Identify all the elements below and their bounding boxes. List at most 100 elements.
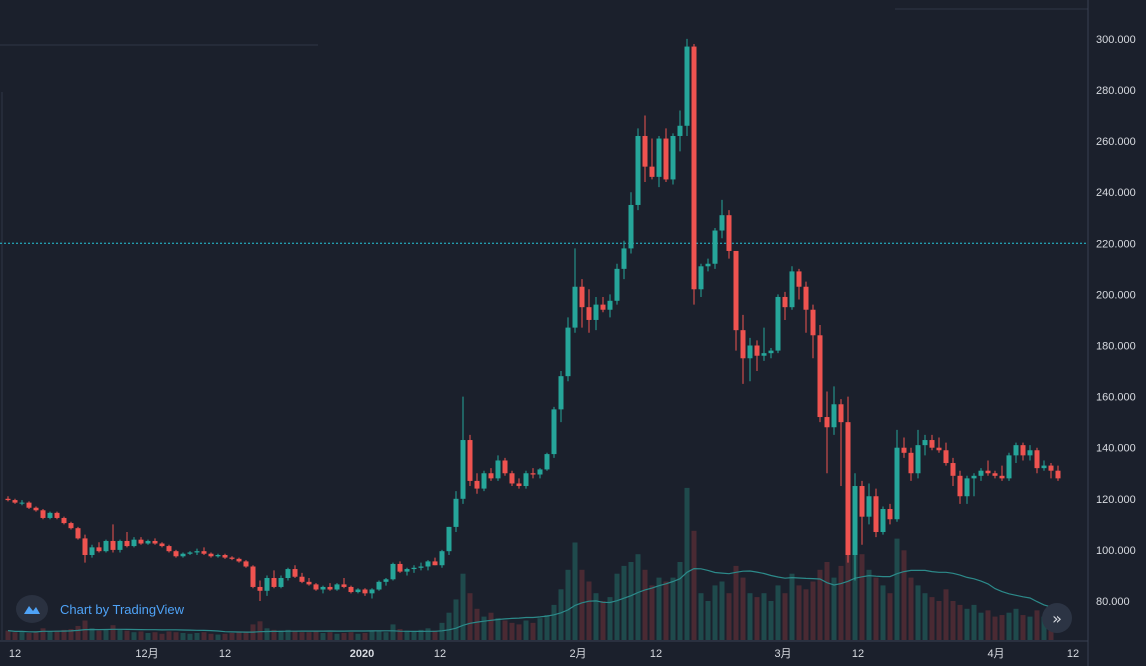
candle[interactable] xyxy=(544,452,550,471)
candle[interactable] xyxy=(656,135,662,188)
candle[interactable] xyxy=(26,501,32,510)
candle[interactable] xyxy=(901,437,907,458)
candle[interactable] xyxy=(838,399,844,487)
candle[interactable] xyxy=(1013,442,1019,464)
candle[interactable] xyxy=(271,570,277,589)
candle[interactable] xyxy=(201,547,207,556)
candle[interactable] xyxy=(369,588,375,599)
candle[interactable] xyxy=(390,562,396,581)
candle[interactable] xyxy=(460,396,466,504)
candle[interactable] xyxy=(12,498,18,504)
candle[interactable] xyxy=(516,478,522,489)
candle[interactable] xyxy=(768,348,774,359)
candle[interactable] xyxy=(313,583,319,591)
candle[interactable] xyxy=(859,480,865,545)
candle[interactable] xyxy=(775,294,781,354)
candle[interactable] xyxy=(600,296,606,313)
candle[interactable] xyxy=(243,560,249,568)
candle[interactable] xyxy=(572,248,578,333)
candle[interactable] xyxy=(1020,442,1026,461)
candle[interactable] xyxy=(1006,452,1012,481)
candle[interactable] xyxy=(264,575,270,596)
candle[interactable] xyxy=(467,434,473,487)
candle[interactable] xyxy=(754,340,760,372)
candle[interactable] xyxy=(159,542,165,548)
candle[interactable] xyxy=(348,585,354,594)
candle[interactable] xyxy=(1027,445,1033,461)
tradingview-attribution[interactable]: Chart by TradingView xyxy=(16,595,184,623)
candle[interactable] xyxy=(950,457,956,487)
candle[interactable] xyxy=(558,371,564,423)
candle[interactable] xyxy=(985,460,991,476)
candle[interactable] xyxy=(649,138,655,180)
candle[interactable] xyxy=(362,588,368,596)
candle[interactable] xyxy=(509,470,515,487)
candle[interactable] xyxy=(488,468,494,481)
candle[interactable] xyxy=(96,542,102,553)
candle[interactable] xyxy=(481,470,487,492)
candle[interactable] xyxy=(383,578,389,586)
candle[interactable] xyxy=(579,279,585,328)
candle[interactable] xyxy=(1041,460,1047,471)
candle[interactable] xyxy=(845,396,851,563)
candle[interactable] xyxy=(173,549,179,558)
candle[interactable] xyxy=(439,549,445,568)
candle[interactable] xyxy=(110,524,116,553)
candle[interactable] xyxy=(1034,447,1040,474)
candle[interactable] xyxy=(530,468,536,479)
candle[interactable] xyxy=(894,429,900,522)
candle[interactable] xyxy=(537,468,543,479)
candle[interactable] xyxy=(117,539,123,553)
candle[interactable] xyxy=(355,588,361,594)
candle[interactable] xyxy=(824,391,830,474)
candle[interactable] xyxy=(796,268,802,300)
candle[interactable] xyxy=(47,511,53,520)
candle[interactable] xyxy=(712,227,718,269)
candle[interactable] xyxy=(733,250,739,351)
candle[interactable] xyxy=(866,483,872,525)
candle[interactable] xyxy=(999,465,1005,481)
candle[interactable] xyxy=(705,258,711,272)
candle[interactable] xyxy=(593,296,599,331)
candle[interactable] xyxy=(54,511,60,520)
candle[interactable] xyxy=(642,115,648,182)
candle[interactable] xyxy=(502,457,508,476)
candle[interactable] xyxy=(285,567,291,581)
candle[interactable] xyxy=(208,552,214,558)
candle[interactable] xyxy=(971,473,977,497)
candle[interactable] xyxy=(565,317,571,382)
candle[interactable] xyxy=(229,556,235,561)
candle[interactable] xyxy=(320,585,326,594)
candle[interactable] xyxy=(103,539,109,553)
candle[interactable] xyxy=(334,583,340,591)
candle[interactable] xyxy=(145,539,151,545)
candle[interactable] xyxy=(691,44,697,305)
candle[interactable] xyxy=(684,38,690,136)
candle[interactable] xyxy=(180,552,186,558)
candle[interactable] xyxy=(418,562,424,571)
candle[interactable] xyxy=(747,337,753,382)
candle[interactable] xyxy=(873,488,879,538)
candle[interactable] xyxy=(40,509,46,520)
candle[interactable] xyxy=(453,491,459,533)
price-axis[interactable]: 80.000 100.000 120.000 140.000 160.000 180.00… xyxy=(1096,34,1136,608)
candle[interactable] xyxy=(810,304,816,359)
candle[interactable] xyxy=(19,500,25,506)
candle[interactable] xyxy=(719,199,725,239)
candle[interactable] xyxy=(761,327,767,361)
candle[interactable] xyxy=(726,210,732,259)
candle[interactable] xyxy=(425,560,431,571)
candle[interactable] xyxy=(376,580,382,591)
candle[interactable] xyxy=(677,110,683,152)
candle[interactable] xyxy=(187,551,193,556)
candle[interactable] xyxy=(831,386,837,435)
candle[interactable] xyxy=(523,470,529,489)
candle[interactable] xyxy=(1055,465,1061,481)
candle[interactable] xyxy=(614,263,620,305)
candle[interactable] xyxy=(586,289,592,333)
candle[interactable] xyxy=(222,553,228,559)
candle[interactable] xyxy=(957,470,963,504)
candle[interactable] xyxy=(68,521,74,530)
candle[interactable] xyxy=(915,429,921,479)
candle[interactable] xyxy=(194,548,200,556)
